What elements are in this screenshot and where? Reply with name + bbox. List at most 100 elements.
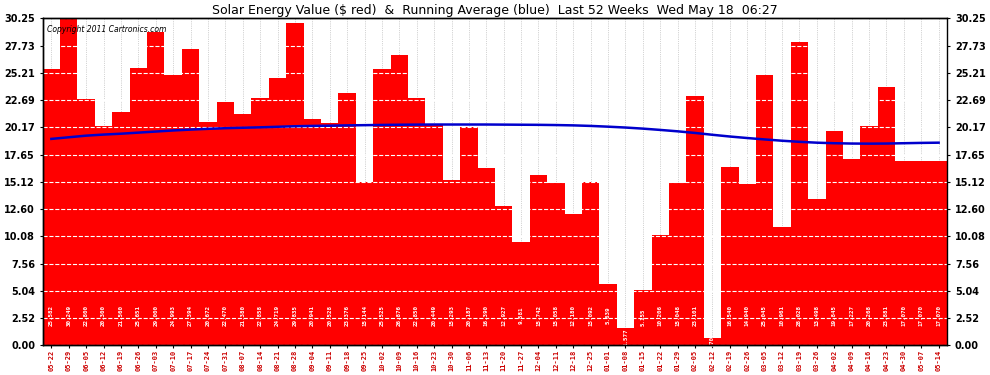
- Text: 25.582: 25.582: [49, 304, 53, 326]
- Bar: [791, 42, 808, 345]
- Text: 25.651: 25.651: [136, 304, 141, 326]
- Text: 15.092: 15.092: [588, 304, 593, 326]
- Bar: [495, 206, 513, 345]
- Bar: [878, 87, 895, 345]
- Text: 10.206: 10.206: [657, 304, 662, 326]
- Text: 22.470: 22.470: [223, 304, 228, 326]
- Bar: [112, 112, 130, 345]
- Bar: [373, 69, 391, 345]
- Bar: [651, 235, 669, 345]
- Bar: [913, 161, 930, 345]
- Bar: [321, 123, 339, 345]
- Bar: [547, 183, 564, 345]
- Bar: [564, 214, 582, 345]
- Bar: [599, 285, 617, 345]
- Bar: [513, 242, 530, 345]
- Bar: [199, 122, 217, 345]
- Bar: [582, 182, 599, 345]
- Text: 17.070: 17.070: [937, 304, 941, 326]
- Text: 20.449: 20.449: [432, 304, 437, 326]
- Bar: [43, 69, 60, 345]
- Bar: [756, 75, 773, 345]
- Bar: [304, 119, 321, 345]
- Bar: [77, 99, 95, 345]
- Bar: [408, 98, 426, 345]
- Text: 1.577: 1.577: [623, 328, 628, 346]
- Bar: [635, 290, 651, 345]
- Text: 17.227: 17.227: [849, 304, 854, 326]
- Bar: [669, 183, 686, 345]
- Text: Copyright 2011 Cartronics.com: Copyright 2011 Cartronics.com: [48, 25, 166, 34]
- Bar: [164, 75, 182, 345]
- Bar: [704, 338, 721, 345]
- Text: 20.268: 20.268: [866, 304, 871, 326]
- Text: 0.707: 0.707: [710, 333, 715, 350]
- Text: 21.560: 21.560: [119, 304, 124, 326]
- Text: 23.376: 23.376: [345, 304, 349, 326]
- Bar: [826, 131, 842, 345]
- Bar: [339, 93, 355, 345]
- Text: 30.249: 30.249: [66, 304, 71, 326]
- Bar: [95, 126, 112, 345]
- Text: 20.528: 20.528: [328, 304, 333, 326]
- Text: 5.155: 5.155: [641, 309, 645, 326]
- Bar: [426, 124, 443, 345]
- Bar: [860, 126, 878, 345]
- Text: 24.719: 24.719: [275, 304, 280, 326]
- Bar: [686, 96, 704, 345]
- Text: 29.835: 29.835: [292, 304, 297, 326]
- Bar: [808, 200, 826, 345]
- Text: 15.058: 15.058: [553, 304, 558, 326]
- Text: 16.390: 16.390: [484, 304, 489, 326]
- Text: 20.187: 20.187: [466, 304, 471, 326]
- Text: 22.850: 22.850: [414, 304, 419, 326]
- Bar: [391, 55, 408, 345]
- Bar: [721, 166, 739, 345]
- Text: 19.845: 19.845: [832, 304, 837, 326]
- Bar: [773, 227, 791, 345]
- Text: 20.300: 20.300: [101, 304, 106, 326]
- Text: 23.881: 23.881: [884, 304, 889, 326]
- Text: 10.961: 10.961: [779, 304, 784, 326]
- Bar: [930, 161, 947, 345]
- Text: 15.048: 15.048: [675, 304, 680, 326]
- Text: 28.028: 28.028: [797, 304, 802, 326]
- Text: 15.293: 15.293: [449, 304, 454, 326]
- Text: 16.540: 16.540: [728, 304, 733, 326]
- Text: 17.070: 17.070: [901, 304, 906, 326]
- Bar: [477, 168, 495, 345]
- Text: 20.941: 20.941: [310, 304, 315, 326]
- Text: 14.940: 14.940: [744, 304, 749, 326]
- Text: 13.498: 13.498: [815, 304, 820, 326]
- Text: 25.045: 25.045: [762, 304, 767, 326]
- Text: 12.927: 12.927: [501, 304, 506, 326]
- Text: 15.144: 15.144: [362, 304, 367, 326]
- Text: 9.581: 9.581: [519, 306, 524, 324]
- Text: 27.394: 27.394: [188, 304, 193, 326]
- Text: 23.101: 23.101: [693, 304, 698, 326]
- Text: 17.070: 17.070: [919, 304, 924, 326]
- Bar: [460, 127, 477, 345]
- Bar: [269, 78, 286, 345]
- Text: 24.993: 24.993: [170, 304, 175, 326]
- Bar: [739, 184, 756, 345]
- Bar: [148, 32, 164, 345]
- Text: 26.876: 26.876: [397, 304, 402, 326]
- Text: 12.180: 12.180: [571, 304, 576, 326]
- Bar: [130, 68, 148, 345]
- Bar: [217, 102, 234, 345]
- Text: 20.672: 20.672: [206, 304, 211, 326]
- Text: 15.742: 15.742: [536, 304, 541, 326]
- Title: Solar Energy Value ($ red)  &  Running Average (blue)  Last 52 Weeks  Wed May 18: Solar Energy Value ($ red) & Running Ave…: [212, 4, 778, 17]
- Text: 5.639: 5.639: [606, 306, 611, 324]
- Bar: [182, 49, 199, 345]
- Text: 25.525: 25.525: [379, 304, 384, 326]
- Text: 22.858: 22.858: [257, 304, 262, 326]
- Text: 21.380: 21.380: [241, 304, 246, 326]
- Bar: [60, 18, 77, 345]
- Bar: [895, 161, 913, 345]
- Text: 22.800: 22.800: [84, 304, 89, 326]
- Text: 29.000: 29.000: [153, 304, 158, 326]
- Bar: [234, 114, 251, 345]
- Bar: [251, 98, 269, 345]
